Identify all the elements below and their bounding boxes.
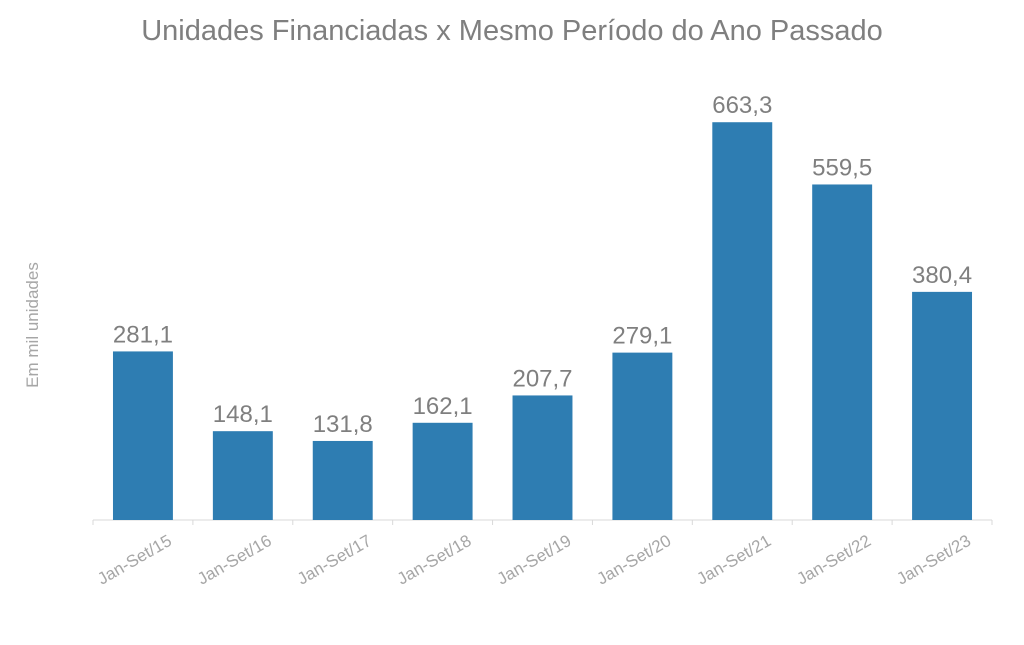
x-tick-label: Jan-Set/19 bbox=[494, 531, 575, 589]
bar bbox=[612, 352, 673, 520]
x-tick-label: Jan-Set/20 bbox=[594, 531, 675, 589]
x-tick-label: Jan-Set/23 bbox=[893, 531, 974, 589]
data-label: 279,1 bbox=[612, 323, 672, 350]
data-label: 559,5 bbox=[812, 154, 872, 181]
bar bbox=[412, 422, 473, 520]
bar bbox=[812, 184, 873, 520]
bar bbox=[312, 440, 373, 520]
x-tick-label: Jan-Set/22 bbox=[793, 531, 874, 589]
chart-title: Unidades Financiadas x Mesmo Período do … bbox=[141, 15, 883, 47]
data-label: 131,8 bbox=[313, 411, 373, 438]
bar bbox=[112, 351, 173, 520]
value-labels-group: 281,1 148,1 131,8 162,1 207,7 279,1 663,3 559,5… bbox=[113, 92, 972, 438]
data-label: 148,1 bbox=[213, 401, 273, 428]
data-label: 281,1 bbox=[113, 321, 173, 348]
data-label: 162,1 bbox=[413, 393, 473, 420]
x-tick-label: Jan-Set/16 bbox=[194, 531, 275, 589]
data-label: 663,3 bbox=[712, 92, 772, 119]
bar bbox=[212, 431, 273, 520]
x-tick-label: Jan-Set/18 bbox=[394, 531, 475, 589]
x-ticks-group bbox=[92, 520, 993, 525]
data-label: 207,7 bbox=[512, 365, 572, 392]
bar bbox=[712, 122, 773, 520]
x-tick-label: Jan-Set/15 bbox=[94, 531, 175, 589]
bars-group bbox=[112, 122, 973, 520]
bar bbox=[512, 395, 573, 520]
x-tick-labels-group: Jan-Set/15 Jan-Set/16 Jan-Set/17 Jan-Set/18… bbox=[94, 531, 974, 589]
y-axis-label: Em mil unidades bbox=[23, 262, 42, 388]
data-label: 380,4 bbox=[912, 262, 972, 289]
bar bbox=[912, 291, 973, 520]
x-tick-label: Jan-Set/21 bbox=[694, 531, 775, 589]
x-tick-label: Jan-Set/17 bbox=[294, 531, 375, 589]
